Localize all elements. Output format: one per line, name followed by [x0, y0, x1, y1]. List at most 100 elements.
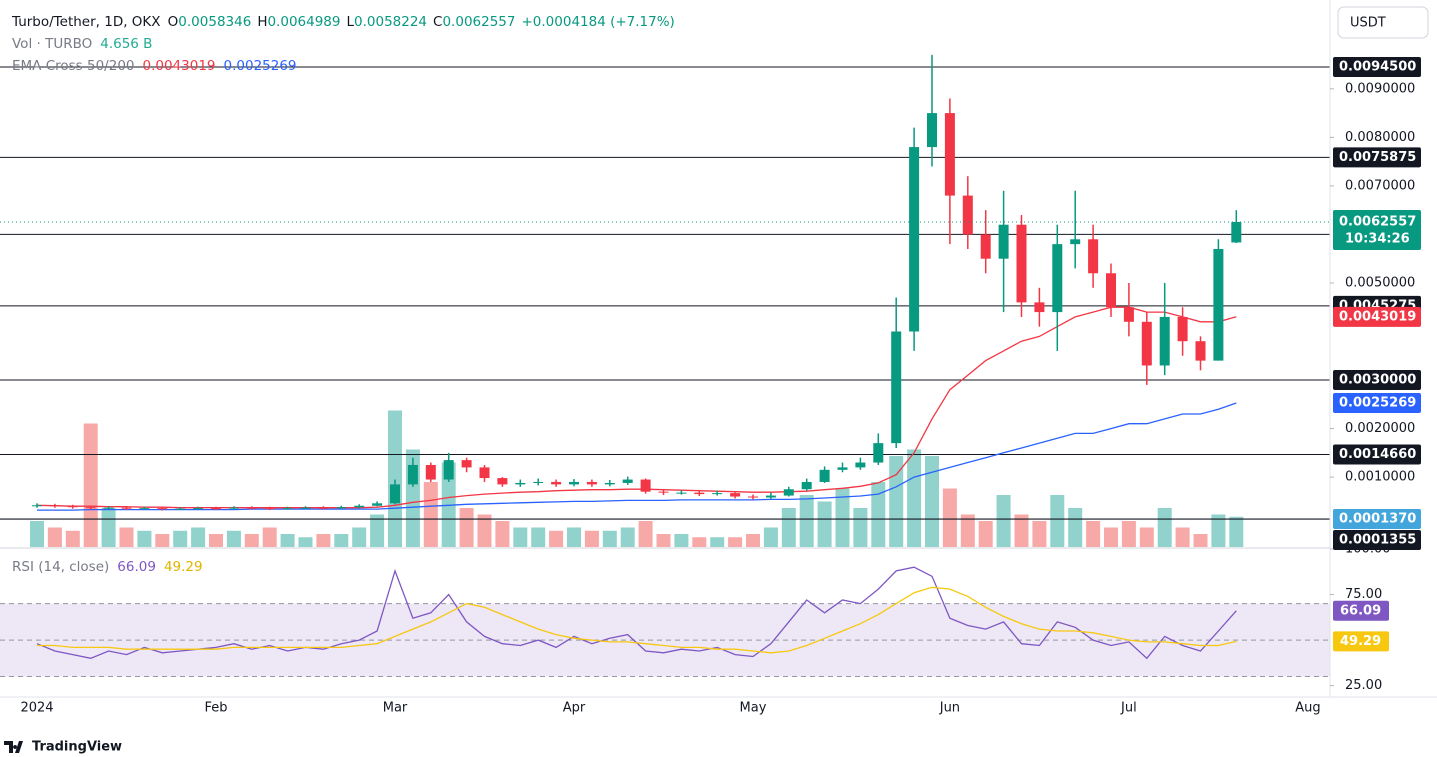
candle-body: [873, 443, 884, 463]
volume-bar: [978, 521, 993, 547]
legend-rsi: RSI (14, close) 66.09 49.29: [12, 559, 203, 575]
candle-body: [658, 491, 669, 493]
y-tick-label: 0.0090000: [1345, 81, 1415, 96]
rsi-line: [37, 586, 1237, 654]
volume-bar: [763, 527, 778, 547]
volume-bar: [137, 530, 152, 547]
volume-bar: [567, 527, 581, 547]
volume-bar: [477, 514, 492, 547]
candle-body: [175, 508, 186, 510]
rsi-title: RSI (14, close): [12, 559, 109, 575]
candle-body: [783, 489, 794, 496]
volume-bar: [30, 521, 44, 547]
volume-bar: [1068, 508, 1083, 547]
candle-body: [622, 479, 633, 483]
currency-label[interactable]: USDT: [1350, 16, 1386, 31]
candle-body: [1159, 316, 1170, 366]
volume-bar: [65, 530, 80, 547]
ohlc-value: 0.0064989: [267, 14, 340, 30]
rsi-tick-label: 75.00: [1345, 587, 1382, 602]
candle-body: [551, 481, 562, 485]
volume-bar: [459, 508, 474, 547]
candle-body: [193, 508, 204, 510]
volume-bar: [513, 527, 528, 547]
candle-body: [1034, 302, 1045, 313]
volume-value: 4.656 B: [100, 36, 152, 52]
candle-body: [282, 508, 293, 510]
ema-value: 0.0025269: [224, 58, 297, 74]
volume-bar: [388, 410, 402, 547]
volume-bar: [710, 537, 725, 547]
level-tag-label: 0.0075875: [1339, 150, 1416, 165]
volume-bar: [298, 537, 313, 547]
candle-body: [443, 460, 454, 480]
x-tick-label: Jun: [939, 701, 960, 716]
volume-bar: [620, 527, 635, 547]
volume-bar: [1139, 527, 1154, 547]
x-tick-label: Mar: [383, 701, 408, 716]
volume-bar: [996, 495, 1011, 547]
volume-bar: [907, 449, 922, 547]
volume-bar: [83, 423, 98, 547]
candle-body: [1195, 341, 1206, 361]
candle-body: [85, 507, 96, 509]
candle-body: [32, 505, 42, 507]
volume-bar: [1032, 521, 1047, 547]
legend-ema: EMA Cross 50/200 0.0043019 0.0025269: [12, 58, 297, 74]
x-tick-label: 2024: [20, 701, 53, 716]
brand-logo: [4, 741, 23, 753]
candle-body: [1177, 316, 1188, 342]
candle-body: [139, 508, 150, 510]
candle-body: [640, 479, 651, 492]
ema-line: [37, 402, 1237, 511]
x-tick-label: Aug: [1295, 701, 1320, 716]
candle-body: [336, 507, 347, 509]
level-tag-label: 0.0001370: [1339, 511, 1416, 526]
candle-body: [944, 113, 955, 196]
candle-body: [407, 464, 418, 485]
last-price-tag: [1333, 210, 1421, 251]
rsi-ma-value: 49.29: [164, 559, 203, 575]
y-tick-label: 0.0010000: [1345, 470, 1415, 485]
candle-body: [390, 484, 400, 504]
candle-body: [962, 195, 973, 235]
candle-body: [49, 505, 60, 507]
last-price-label: 0.0062557: [1339, 215, 1416, 230]
volume-bar: [1014, 514, 1029, 547]
volume-bar: [835, 488, 850, 547]
rsi-value: 66.09: [117, 559, 156, 575]
ohlc-value: 0.0058224: [354, 14, 427, 30]
volume-label: Vol · TURBO: [12, 36, 92, 52]
ohlc-label: H: [257, 14, 267, 30]
volume-bar: [244, 534, 259, 547]
volume-bar: [155, 534, 170, 547]
change: +0.0004184 (+7.17%): [521, 14, 674, 30]
candle-body: [1088, 239, 1099, 274]
candle-body: [586, 481, 597, 485]
currency-button-box[interactable]: [1337, 6, 1429, 39]
volume-bar: [226, 530, 241, 547]
symbol: Turbo/Tether, 1D, OKX: [11, 14, 160, 30]
volume-bar: [817, 501, 832, 547]
candle-body: [676, 492, 687, 494]
candle-body: [837, 467, 848, 470]
candle-body: [891, 331, 902, 444]
volume-bar: [871, 482, 886, 547]
volume-bar: [1086, 521, 1101, 547]
volume-bar: [352, 527, 367, 547]
candle-body: [533, 481, 544, 483]
candle-body: [694, 492, 705, 495]
candle-body: [497, 478, 508, 485]
candle-body: [801, 481, 812, 490]
rsi-tag: [1333, 631, 1389, 652]
candle-body: [67, 506, 78, 508]
volume-bar: [173, 530, 188, 547]
volume-bar: [1050, 495, 1065, 547]
candle-body: [425, 464, 436, 480]
candle-body: [103, 507, 114, 509]
candle-body: [748, 496, 758, 498]
candle-body: [300, 507, 311, 509]
candle-body: [515, 482, 526, 485]
currency-button[interactable]: USDT: [1337, 6, 1429, 39]
